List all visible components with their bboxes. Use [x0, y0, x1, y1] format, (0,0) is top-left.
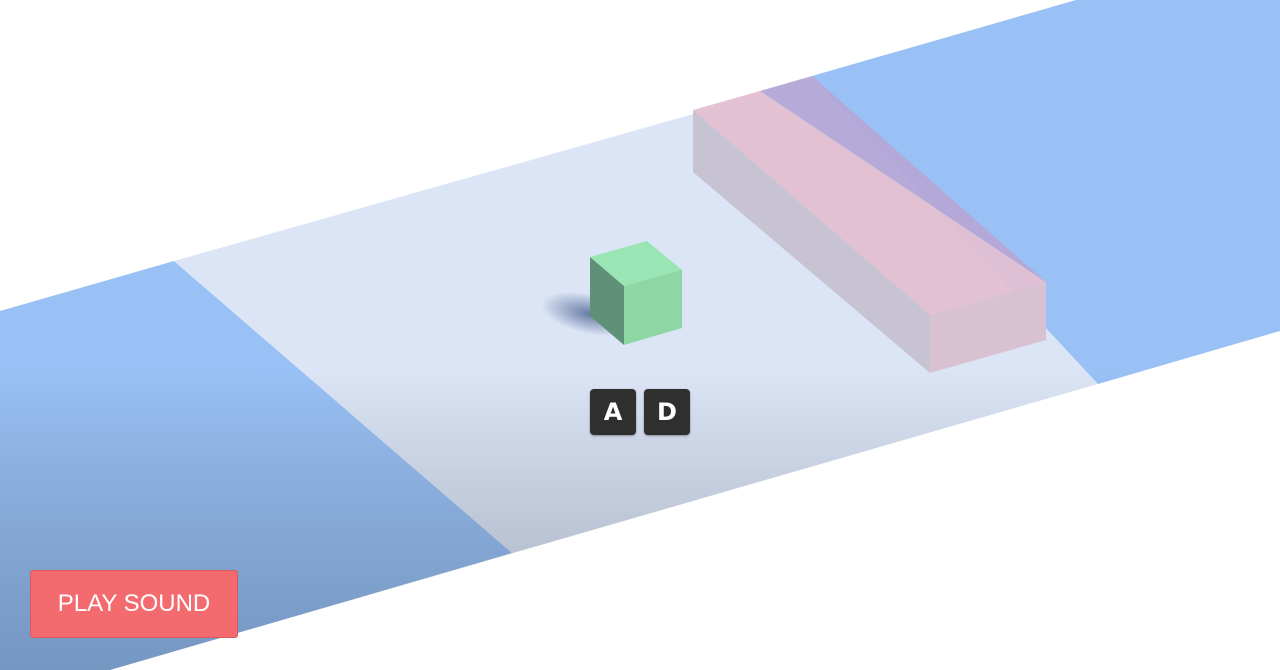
- key-a-hint: A: [590, 389, 636, 435]
- play-sound-button[interactable]: PLAY SOUND: [30, 570, 238, 638]
- key-hints: A D: [590, 389, 690, 435]
- obstacle-bar: [693, 76, 1046, 373]
- player-cube: [590, 241, 682, 345]
- key-d-hint: D: [644, 389, 690, 435]
